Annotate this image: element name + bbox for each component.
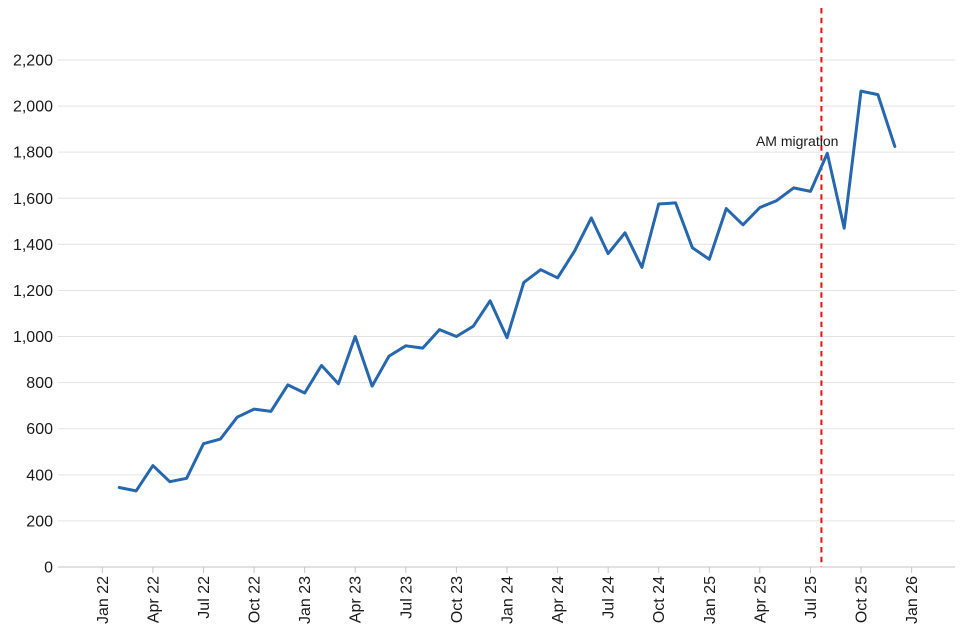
x-axis-tick-label: Jan 25	[702, 576, 719, 624]
y-axis-tick-label: 1,400	[13, 237, 53, 254]
x-axis-tick-label: Jul 25	[803, 576, 820, 619]
x-axis-tick-label: Jan 23	[297, 576, 314, 624]
x-axis-tick-label: Jul 24	[601, 576, 618, 619]
y-axis-tick-label: 1,800	[13, 145, 53, 162]
x-axis-tick-label: Oct 25	[854, 576, 871, 623]
x-axis-tick-label: Jul 22	[196, 576, 213, 619]
series-line	[117, 89, 897, 493]
x-axis-tick-label: Oct 22	[247, 576, 264, 623]
x-axis-tick-label: Jan 22	[95, 576, 112, 624]
x-axis-tick-label: Oct 23	[449, 576, 466, 623]
x-axis-tick-label: Apr 25	[752, 576, 769, 623]
annotation-label: AM migration	[756, 133, 838, 149]
y-axis-labels-group: 0 200 400 600 800 1,000 1,200 1,400 1,600 1,800 2,…	[13, 53, 53, 577]
y-axis-tick-label: 400	[26, 467, 53, 484]
x-axis-tick-label: Jul 23	[398, 576, 415, 619]
x-axis-tick-label: Apr 24	[550, 576, 567, 623]
y-axis-tick-label: 200	[26, 513, 53, 530]
y-axis-tick-label: 800	[26, 375, 53, 392]
y-axis-tick-label: 1,000	[13, 329, 53, 346]
y-axis-tick-label: 1,600	[13, 191, 53, 208]
y-axis-tick-label: 0	[44, 560, 53, 577]
y-axis-tick-label: 1,200	[13, 283, 53, 300]
x-axis-tick-label: Apr 23	[348, 576, 365, 623]
annotation-group: AM migration	[756, 8, 838, 567]
x-axis-group: Jan 22 Apr 22 Jul 22 Oct 22 Jan 23 Apr 23 Jul …	[95, 567, 921, 624]
x-axis-tick-label: Apr 22	[145, 576, 162, 623]
series-group	[117, 89, 897, 493]
x-axis-tick-label: Jan 24	[499, 576, 516, 624]
x-axis-tick-label: Oct 24	[651, 576, 668, 623]
x-axis-tick-label: Jan 26	[904, 576, 921, 624]
y-axis-tick-label: 2,200	[13, 53, 53, 70]
y-axis-tick-label: 2,000	[13, 99, 53, 116]
y-axis-tick-label: 600	[26, 421, 53, 438]
